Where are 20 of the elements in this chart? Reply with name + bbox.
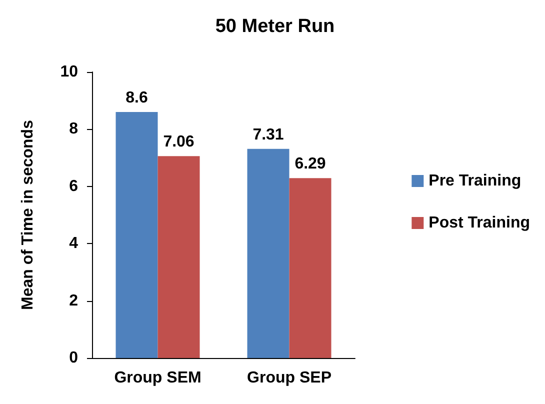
y-axis-title: Mean of Time in seconds [20, 120, 36, 310]
data-label: 8.6 [126, 90, 148, 107]
y-tick-label: 8 [69, 120, 78, 138]
y-tick-label: 6 [69, 178, 78, 195]
y-tick-label: 4 [69, 235, 78, 252]
data-label: 7.31 [252, 126, 284, 144]
chart-title: 50 Meter Run [215, 16, 335, 37]
legend-label: Pre Training [428, 172, 522, 190]
y-tick-label: 0 [69, 350, 78, 366]
bar [158, 156, 200, 358]
bar [116, 112, 158, 358]
y-tick-label: 10 [60, 64, 78, 80]
y-tick-label: 2 [69, 292, 78, 310]
bar [247, 148, 290, 358]
data-label: 6.29 [294, 156, 326, 173]
bar [289, 178, 332, 358]
data-label: 7.06 [163, 134, 194, 151]
legend-label: Post Training [428, 214, 530, 232]
x-tick-label: Group SEP [247, 370, 332, 386]
x-tick-label: Group SEM [114, 370, 202, 386]
